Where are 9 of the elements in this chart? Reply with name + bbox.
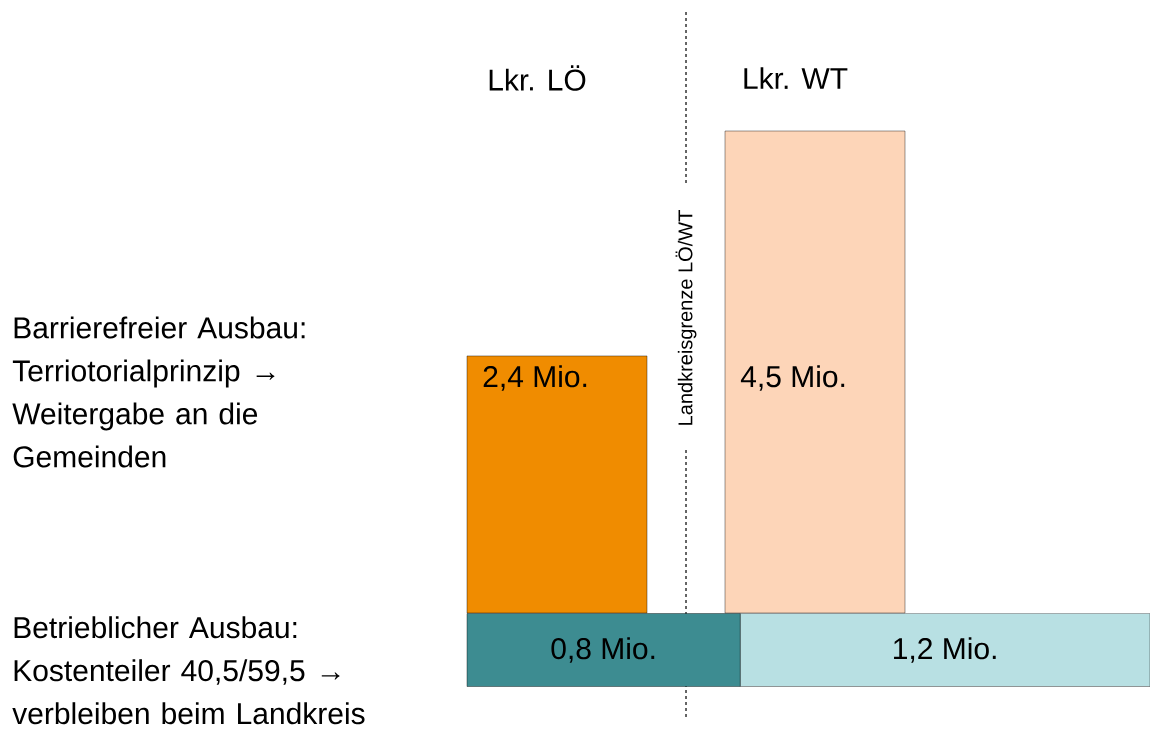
data-label: 2,4 Mio. bbox=[483, 365, 587, 391]
y-axis-title: Barrierefreier Ausbau: Terriotorialprinzip → Weitergabe an die Gemeinden bbox=[12, 316, 305, 468]
data-label: 4,5 Mio. bbox=[740, 365, 845, 391]
x-tick-label: Lkr. WT bbox=[744, 67, 848, 89]
data-label: 0,8 Mio. bbox=[551, 637, 655, 663]
data-label: 1,2 Mio. bbox=[894, 637, 996, 663]
annotation: Landkreisgrenze LÖ/WT bbox=[675, 210, 697, 425]
x-tick-label: Lkr. LÖ bbox=[489, 65, 586, 91]
y-axis-title: Betrieblicher Ausbau: Kostenteiler 40,5/59,5 → verbleiben beim Landkreis bbox=[12, 616, 365, 725]
